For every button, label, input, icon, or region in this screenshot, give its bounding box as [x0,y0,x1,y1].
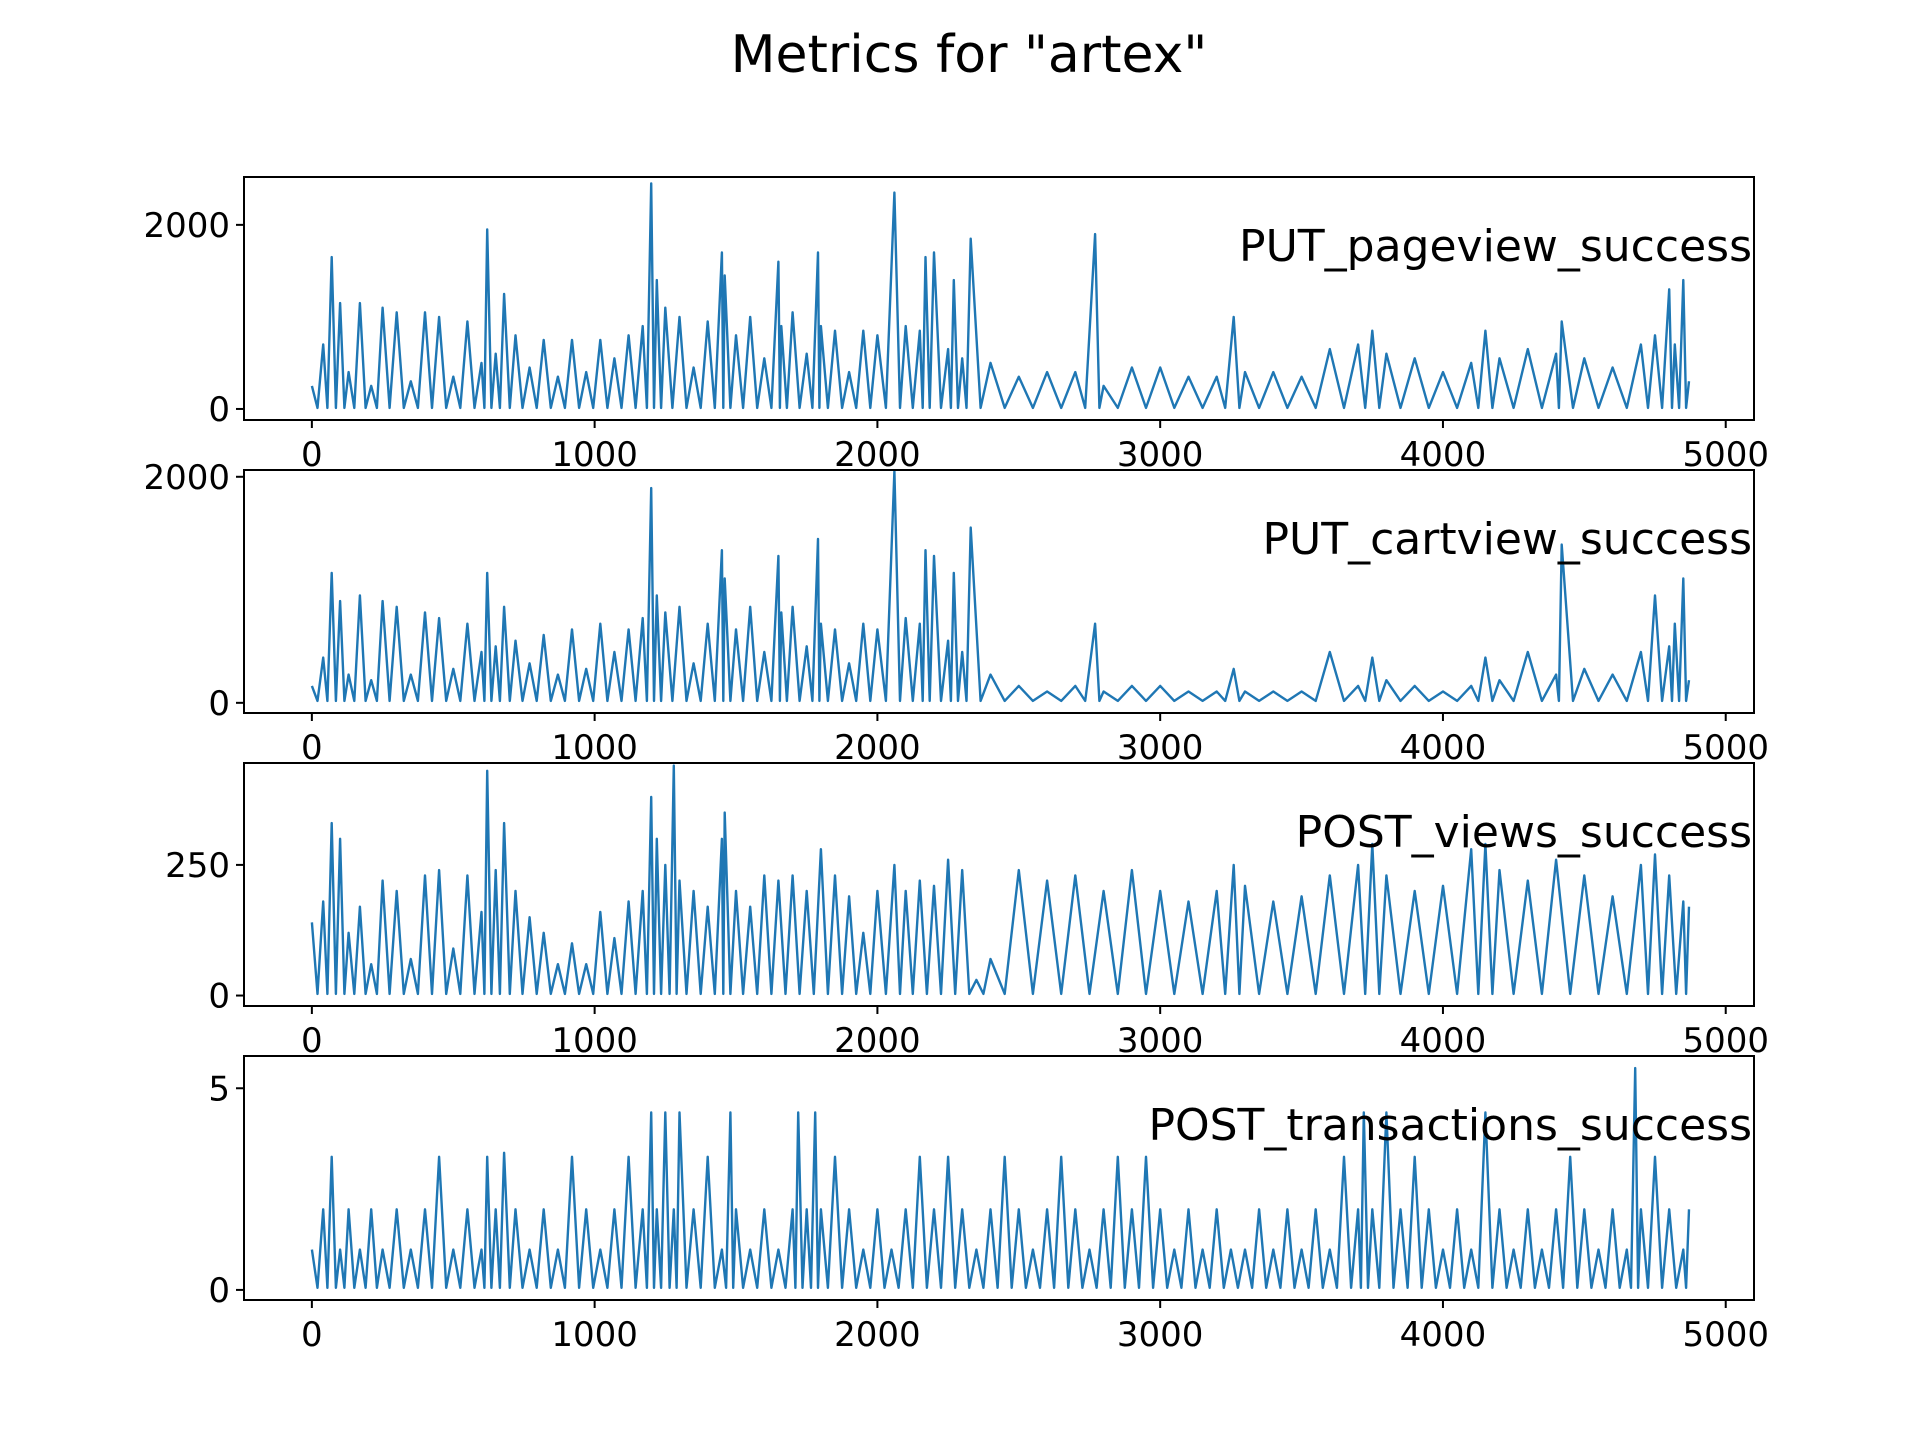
x-tick-label: 3000 [1117,435,1204,475]
x-tick-label: 2000 [834,1021,921,1061]
axes-frame [243,1055,1755,1301]
subplot-4: 0 1000 2000 3000 4000 5000 0 5 POST_transactions… [208,1055,1769,1355]
y-tick-label: 0 [208,1271,230,1311]
x-tick-label: 5000 [1682,1315,1769,1355]
axes-frame [243,469,1755,714]
y-tick-label: 2000 [143,458,230,498]
x-tick-label: 3000 [1117,728,1204,768]
series-label: POST_views_success [1296,807,1752,858]
x-tick-label: 1000 [551,435,638,475]
series-line [310,1066,1691,1289]
x-tick-label: 1000 [551,728,638,768]
axes-frame [243,762,1755,1007]
y-tick-label: 2000 [143,206,230,246]
x-tick-label: 0 [301,1021,323,1061]
subplot-3: 0 1000 2000 3000 4000 5000 0 250 POST_views_succ… [165,762,1769,1061]
series-label: PUT_pageview_success [1239,221,1752,272]
x-tick-label: 5000 [1682,435,1769,475]
x-tick-label: 2000 [834,728,921,768]
x-tick-label: 3000 [1117,1021,1204,1061]
y-tick-label: 0 [208,684,230,724]
x-tick-label: 1000 [551,1315,638,1355]
subplot-1: 0 1000 2000 3000 4000 5000 0 2000 PUT_pageview_s… [143,176,1769,475]
x-tick-label: 4000 [1400,1021,1487,1061]
series-line [310,182,1691,410]
y-tick-label: 0 [208,977,230,1017]
y-tick-label: 0 [208,390,230,430]
axes-frame [243,176,1755,421]
series-label: POST_transactions_success [1148,1100,1752,1151]
plot-area [244,470,1754,713]
x-tick-label: 4000 [1400,728,1487,768]
x-tick-label: 5000 [1682,728,1769,768]
y-tick-label: 250 [165,846,230,886]
x-tick-label: 0 [301,435,323,475]
x-tick-label: 4000 [1400,1315,1487,1355]
subplot-2: 0 1000 2000 3000 4000 5000 0 2000 PUT_cartview_s… [143,458,1769,768]
y-tick-label: 5 [208,1069,230,1109]
series-line [310,764,1691,996]
x-tick-label: 4000 [1400,435,1487,475]
x-tick-label: 1000 [551,1021,638,1061]
x-tick-label: 2000 [834,1315,921,1355]
x-tick-label: 5000 [1682,1021,1769,1061]
x-tick-label: 2000 [834,435,921,475]
x-tick-label: 0 [301,1315,323,1355]
figure-title: Metrics for "artex" [731,25,1208,85]
series-line [310,469,1691,703]
x-tick-label: 3000 [1117,1315,1204,1355]
series-label: PUT_cartview_success [1262,514,1752,565]
x-tick-label: 0 [301,728,323,768]
plot-area [244,177,1754,420]
